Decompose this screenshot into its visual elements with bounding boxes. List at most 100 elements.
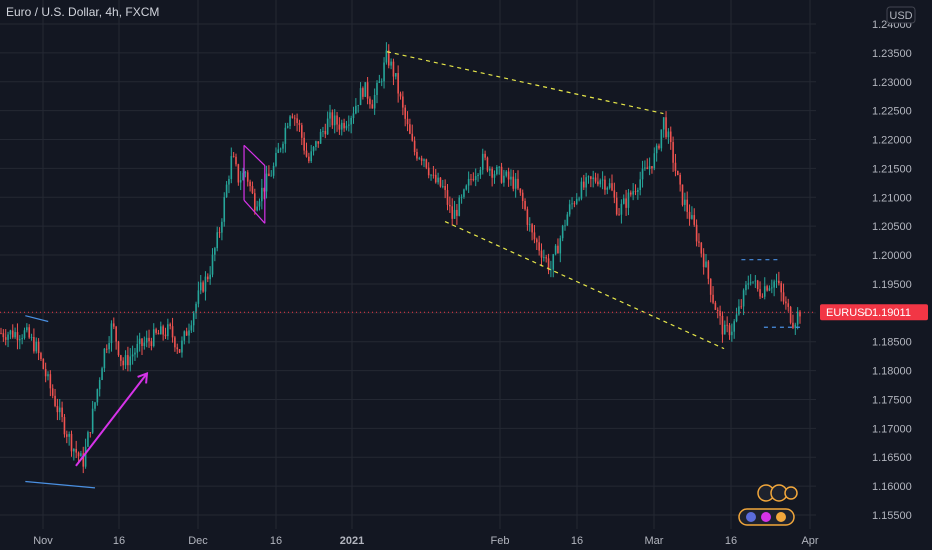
candles bbox=[0, 42, 801, 474]
candle bbox=[550, 260, 552, 278]
candle bbox=[470, 173, 472, 186]
candle bbox=[376, 80, 378, 104]
candle bbox=[312, 145, 315, 156]
drawing-lower-trendline[interactable] bbox=[444, 221, 725, 350]
candle bbox=[244, 170, 247, 178]
candle bbox=[289, 115, 291, 130]
candle bbox=[192, 311, 195, 333]
drawing-early-line-top[interactable] bbox=[25, 315, 49, 323]
drawing-dec-channel-bottom[interactable] bbox=[243, 199, 266, 224]
candle bbox=[338, 117, 341, 135]
candle bbox=[787, 298, 790, 312]
candle bbox=[37, 338, 40, 361]
candle bbox=[138, 332, 141, 352]
currency-label: USD bbox=[889, 10, 912, 22]
y-tick-label: 1.17500 bbox=[872, 394, 912, 406]
candle bbox=[105, 344, 108, 354]
candle bbox=[19, 335, 21, 350]
candle bbox=[489, 166, 491, 177]
candle bbox=[301, 122, 303, 146]
candle bbox=[223, 192, 226, 227]
candle bbox=[752, 281, 754, 284]
candle bbox=[486, 156, 489, 173]
candle bbox=[23, 327, 26, 340]
y-axis[interactable]: 1.15500 1.16000 1.16500 1.17000 1.17500 1.180… bbox=[820, 19, 928, 522]
candle bbox=[681, 184, 684, 207]
candle bbox=[735, 307, 738, 323]
candle bbox=[604, 175, 606, 195]
candle bbox=[357, 104, 359, 113]
candle bbox=[573, 201, 576, 208]
candle bbox=[371, 99, 374, 109]
drawing-early-line-bottom[interactable] bbox=[25, 480, 96, 489]
candle bbox=[195, 301, 197, 320]
candle bbox=[4, 329, 7, 346]
candle bbox=[528, 217, 531, 232]
candle bbox=[599, 178, 602, 188]
candle bbox=[21, 334, 23, 345]
candle bbox=[317, 141, 320, 148]
candle bbox=[242, 167, 244, 181]
candle bbox=[561, 224, 564, 242]
candle bbox=[174, 335, 176, 352]
candle bbox=[73, 448, 75, 461]
y-tick-label: 1.19500 bbox=[872, 279, 912, 291]
candle bbox=[51, 384, 54, 399]
candle bbox=[42, 358, 45, 370]
candle bbox=[282, 141, 284, 154]
candle bbox=[479, 166, 482, 179]
currency-badge[interactable]: USD bbox=[886, 6, 916, 24]
candle bbox=[693, 208, 696, 227]
candle bbox=[113, 317, 115, 330]
candle bbox=[411, 124, 414, 142]
candle bbox=[268, 165, 270, 177]
drawing-arrow-rally[interactable] bbox=[75, 372, 148, 467]
candle bbox=[11, 324, 14, 339]
candle bbox=[719, 305, 721, 325]
y-tick-label: 1.20500 bbox=[872, 221, 912, 233]
candle bbox=[587, 175, 590, 184]
candle bbox=[759, 281, 761, 300]
candle bbox=[575, 193, 578, 206]
candle bbox=[423, 158, 425, 168]
x-axis[interactable]: Nov 16 Dec 16 2021 Feb 16 Mar 16 Apr bbox=[33, 535, 819, 547]
widget-logo-icon[interactable] bbox=[738, 484, 798, 526]
candle bbox=[136, 335, 139, 358]
price-badge[interactable]: EURUSD· 1.19011 bbox=[820, 304, 928, 321]
x-tick-label: Nov bbox=[33, 535, 53, 547]
candle bbox=[590, 175, 592, 188]
candle bbox=[691, 206, 693, 220]
candle bbox=[416, 148, 418, 161]
candle bbox=[580, 177, 583, 201]
candle bbox=[778, 271, 780, 286]
candle bbox=[58, 399, 61, 421]
candle bbox=[707, 260, 710, 285]
candle bbox=[199, 274, 202, 295]
candle bbox=[232, 151, 235, 158]
candle bbox=[634, 184, 637, 196]
candle bbox=[160, 321, 162, 335]
candle bbox=[291, 113, 294, 119]
y-tick-label: 1.18000 bbox=[872, 366, 912, 378]
candle bbox=[63, 414, 66, 438]
candle bbox=[143, 336, 146, 350]
candle bbox=[789, 305, 792, 325]
candle bbox=[484, 150, 486, 161]
candle bbox=[315, 140, 317, 151]
candle bbox=[127, 346, 129, 372]
candle bbox=[449, 196, 451, 213]
y-tick-label: 1.18500 bbox=[872, 337, 912, 349]
drawing-dec-channel-top[interactable] bbox=[243, 144, 266, 166]
candle bbox=[251, 181, 254, 195]
candle bbox=[181, 336, 183, 358]
candle bbox=[216, 226, 218, 252]
candle bbox=[674, 153, 677, 177]
candle bbox=[331, 109, 334, 129]
candle bbox=[225, 181, 228, 198]
candle bbox=[540, 243, 543, 267]
candle bbox=[366, 76, 369, 105]
x-tick-label: 2021 bbox=[340, 535, 364, 547]
candle bbox=[665, 111, 667, 140]
candle bbox=[442, 179, 444, 189]
